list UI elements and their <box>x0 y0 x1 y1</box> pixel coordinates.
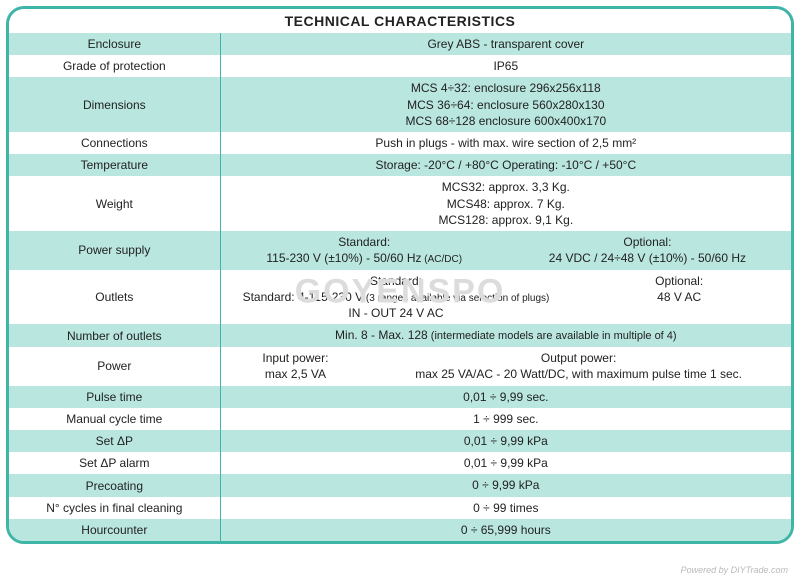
row-value: Grey ABS - transparent cover <box>220 33 791 55</box>
weight-line: MCS32: approx. 3,3 Kg. <box>442 180 570 194</box>
std-note: (3 ranges available via selection of plu… <box>363 293 549 304</box>
weight-line: MCS128: approx. 9,1 Kg. <box>438 213 573 227</box>
row-value: Min. 8 - Max. 128 (intermediate models a… <box>220 324 791 347</box>
row-value: Standard: 115-230 V (±10%) - 50/60 Hz (A… <box>220 231 791 270</box>
row-label: Pulse time <box>9 386 220 408</box>
row-value: MCS32: approx. 3,3 Kg. MCS48: approx. 7 … <box>220 176 791 231</box>
table-row: Hourcounter0 ÷ 65,999 hours <box>9 519 791 541</box>
row-label: Weight <box>9 176 220 231</box>
row-label: Connections <box>9 132 220 154</box>
row-value: 0,01 ÷ 9,99 kPa <box>220 452 791 474</box>
std-val: 115-230 V (±10%) - 50/60 Hz <box>266 251 421 265</box>
table-row: TemperatureStorage: -20°C / +80°C Operat… <box>9 154 791 176</box>
table-row: EnclosureGrey ABS - transparent cover <box>9 33 791 55</box>
table-title: TECHNICAL CHARACTERISTICS <box>9 9 791 33</box>
row-value: Input power: max 2,5 VA Output power: ma… <box>220 347 791 385</box>
row-label: Set ΔP alarm <box>9 452 220 474</box>
weight-line: MCS48: approx. 7 Kg. <box>447 197 565 211</box>
row-value: 0 ÷ 65,999 hours <box>220 519 791 541</box>
spec-table-container: TECHNICAL CHARACTERISTICS EnclosureGrey … <box>6 6 794 544</box>
row-value: Standard: Standard: 4-115-230 V (3 range… <box>220 270 791 325</box>
row-value: 0,01 ÷ 9,99 kPa <box>220 430 791 452</box>
dim-line: MCS 36÷64: enclosure 560x280x130 <box>407 98 604 112</box>
table-row: N° cycles in final cleaning0 ÷ 99 times <box>9 497 791 519</box>
opt-val: 24 VDC / 24÷48 V (±10%) - 50/60 Hz <box>549 251 746 265</box>
in-val: max 2,5 VA <box>265 367 326 381</box>
row-label: Power <box>9 347 220 385</box>
row-label: Precoating <box>9 474 220 496</box>
dim-line: MCS 68÷128 enclosure 600x400x170 <box>405 114 606 128</box>
table-row: Precoating0 ÷ 9,99 kPa <box>9 474 791 496</box>
row-label: N° cycles in final cleaning <box>9 497 220 519</box>
std-head: Standard: <box>227 234 502 250</box>
row-label: Temperature <box>9 154 220 176</box>
row-value: Push in plugs - with max. wire section o… <box>220 132 791 154</box>
dim-line: MCS 4÷32: enclosure 296x256x118 <box>411 81 601 95</box>
table-row: Set ΔP0,01 ÷ 9,99 kPa <box>9 430 791 452</box>
table-row: Outlets Standard: Standard: 4-115-230 V … <box>9 270 791 325</box>
row-label: Grade of protection <box>9 55 220 77</box>
outlets-val: Min. 8 - Max. 128 <box>335 328 428 342</box>
spec-table: EnclosureGrey ABS - transparent cover Gr… <box>9 33 791 541</box>
row-label: Power supply <box>9 231 220 270</box>
row-value: 0,01 ÷ 9,99 sec. <box>220 386 791 408</box>
table-row: Weight MCS32: approx. 3,3 Kg. MCS48: app… <box>9 176 791 231</box>
std-note: (AC/DC) <box>421 254 462 265</box>
row-label: Number of outlets <box>9 324 220 347</box>
table-row: Power supply Standard: 115-230 V (±10%) … <box>9 231 791 270</box>
opt-head: Optional: <box>510 234 785 250</box>
row-value: MCS 4÷32: enclosure 296x256x118 MCS 36÷6… <box>220 77 791 132</box>
footer-credit: Powered by DIYTrade.com <box>681 565 788 575</box>
std-val: Standard: 4-115-230 V <box>243 290 364 304</box>
out-val: max 25 VA/AC - 20 Watt/DC, with maximum … <box>415 367 742 381</box>
outlets-note: (intermediate models are available in mu… <box>428 330 677 342</box>
table-row: Number of outlets Min. 8 - Max. 128 (int… <box>9 324 791 347</box>
std-extra: IN - OUT 24 V AC <box>348 306 443 320</box>
table-row: Power Input power: max 2,5 VA Output pow… <box>9 347 791 385</box>
table-row: Grade of protectionIP65 <box>9 55 791 77</box>
table-row: Dimensions MCS 4÷32: enclosure 296x256x1… <box>9 77 791 132</box>
row-label: Dimensions <box>9 77 220 132</box>
row-label: Outlets <box>9 270 220 325</box>
opt-head: Optional: <box>573 273 785 289</box>
std-head: Standard: <box>227 273 566 289</box>
table-row: Pulse time0,01 ÷ 9,99 sec. <box>9 386 791 408</box>
row-label: Set ΔP <box>9 430 220 452</box>
row-value: 1 ÷ 999 sec. <box>220 408 791 430</box>
row-value: 0 ÷ 9,99 kPa <box>220 474 791 496</box>
table-row: Set ΔP alarm0,01 ÷ 9,99 kPa <box>9 452 791 474</box>
table-row: ConnectionsPush in plugs - with max. wir… <box>9 132 791 154</box>
table-row: Manual cycle time1 ÷ 999 sec. <box>9 408 791 430</box>
row-value: Storage: -20°C / +80°C Operating: -10°C … <box>220 154 791 176</box>
in-head: Input power: <box>227 350 365 366</box>
row-value: 0 ÷ 99 times <box>220 497 791 519</box>
row-value: IP65 <box>220 55 791 77</box>
row-label: Hourcounter <box>9 519 220 541</box>
opt-val: 48 V AC <box>657 290 701 304</box>
out-head: Output power: <box>372 350 785 366</box>
row-label: Manual cycle time <box>9 408 220 430</box>
row-label: Enclosure <box>9 33 220 55</box>
